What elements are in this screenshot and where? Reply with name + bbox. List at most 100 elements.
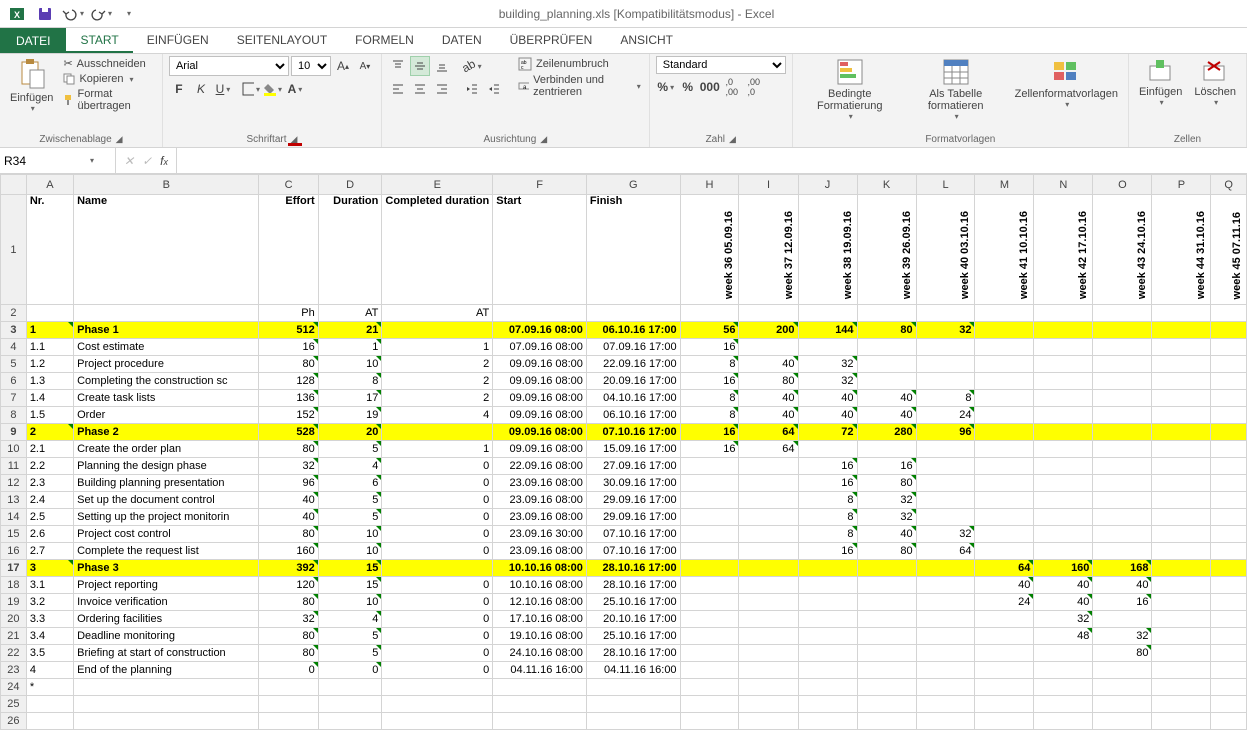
name-box-input[interactable] [4, 154, 84, 168]
col-header-D[interactable]: D [318, 175, 382, 195]
tab-formulas[interactable]: FORMELN [341, 28, 428, 53]
col-header-Q[interactable]: Q [1211, 175, 1247, 195]
row-header-14[interactable]: 14 [1, 509, 27, 526]
row-header-24[interactable]: 24 [1, 679, 27, 696]
worksheet-grid[interactable]: ABCDEFGHIJKLMNOPQ1Nr.NameEffortDurationC… [0, 174, 1247, 750]
excel-icon[interactable]: X [6, 3, 28, 25]
table-row[interactable]: 71.4Create task lists13617209.09.16 08:0… [1, 390, 1247, 407]
undo-icon[interactable]: ▾ [62, 3, 84, 25]
col-header-G[interactable]: G [586, 175, 680, 195]
table-row[interactable]: 31Phase 15122107.09.16 08:0006.10.16 17:… [1, 322, 1247, 339]
copy-button[interactable]: Kopieren▾ [61, 72, 156, 86]
col-header-J[interactable]: J [798, 175, 857, 195]
select-all-corner[interactable] [1, 175, 27, 195]
row-header-21[interactable]: 21 [1, 628, 27, 645]
row-header-25[interactable]: 25 [1, 696, 27, 713]
fill-color-button[interactable]: ▾ [263, 79, 283, 99]
col-header-H[interactable]: H [680, 175, 739, 195]
row-header-18[interactable]: 18 [1, 577, 27, 594]
table-row[interactable]: 81.5Order15219409.09.16 08:0006.10.16 17… [1, 407, 1247, 424]
col-header-I[interactable]: I [739, 175, 798, 195]
accept-formula-icon[interactable]: ✓ [142, 154, 152, 168]
table-row[interactable]: 25 [1, 696, 1247, 713]
table-row[interactable]: 223.5Briefing at start of construction80… [1, 645, 1247, 662]
underline-button[interactable]: U▾ [213, 79, 233, 99]
row-header-16[interactable]: 16 [1, 543, 27, 560]
row-header-1[interactable]: 1 [1, 195, 27, 305]
table-row[interactable]: 213.4Deadline monitoring805019.10.16 08:… [1, 628, 1247, 645]
increase-font-icon[interactable]: A▴ [333, 56, 353, 76]
cell-styles-button[interactable]: Zellenformatvorlagen▾ [1011, 56, 1122, 111]
col-header-A[interactable]: A [26, 175, 73, 195]
increase-indent-icon[interactable] [484, 79, 504, 99]
table-row[interactable]: 234End of the planning00004.11.16 16:000… [1, 662, 1247, 679]
tab-insert[interactable]: EINFÜGEN [133, 28, 223, 53]
row-header-22[interactable]: 22 [1, 645, 27, 662]
row-header-12[interactable]: 12 [1, 475, 27, 492]
insert-cells-button[interactable]: Einfügen▾ [1135, 56, 1186, 109]
row-header-11[interactable]: 11 [1, 458, 27, 475]
row-header-15[interactable]: 15 [1, 526, 27, 543]
col-header-K[interactable]: K [857, 175, 916, 195]
col-header-M[interactable]: M [975, 175, 1034, 195]
number-launcher[interactable]: ◢ [729, 134, 736, 145]
row-header-4[interactable]: 4 [1, 339, 27, 356]
row-header-6[interactable]: 6 [1, 373, 27, 390]
align-left-icon[interactable] [388, 79, 408, 99]
row-header-2[interactable]: 2 [1, 305, 27, 322]
row-header-19[interactable]: 19 [1, 594, 27, 611]
border-button[interactable]: ▾ [241, 79, 261, 99]
col-header-P[interactable]: P [1152, 175, 1211, 195]
align-middle-icon[interactable] [410, 56, 430, 76]
table-row[interactable]: 132.4Set up the document control405023.0… [1, 492, 1247, 509]
decrease-decimal-icon[interactable]: ,00,0 [744, 77, 764, 97]
table-row[interactable]: 203.3Ordering facilities324017.10.16 08:… [1, 611, 1247, 628]
cancel-formula-icon[interactable]: ✕ [124, 154, 134, 168]
tab-review[interactable]: ÜBERPRÜFEN [496, 28, 607, 53]
save-icon[interactable] [34, 3, 56, 25]
align-center-icon[interactable] [410, 79, 430, 99]
name-box[interactable]: ▾ [0, 148, 116, 173]
table-row[interactable]: 173Phase 33921510.10.16 08:0028.10.16 17… [1, 560, 1247, 577]
number-format-select[interactable]: Standard [656, 56, 786, 74]
col-header-L[interactable]: L [916, 175, 975, 195]
row-header-17[interactable]: 17 [1, 560, 27, 577]
table-row[interactable]: 152.6Project cost control8010023.09.16 3… [1, 526, 1247, 543]
table-row[interactable]: 122.3Building planning presentation96602… [1, 475, 1247, 492]
col-header-F[interactable]: F [493, 175, 587, 195]
table-row[interactable]: 142.5Setting up the project monitorin405… [1, 509, 1247, 526]
italic-button[interactable]: K [191, 79, 211, 99]
table-row[interactable]: 102.1Create the order plan805109.09.16 0… [1, 441, 1247, 458]
row-header-20[interactable]: 20 [1, 611, 27, 628]
fx-icon[interactable]: fx [160, 154, 168, 168]
row-header-7[interactable]: 7 [1, 390, 27, 407]
table-row[interactable]: 51.2Project procedure8010209.09.16 08:00… [1, 356, 1247, 373]
table-row[interactable]: 61.3Completing the construction sc128820… [1, 373, 1247, 390]
table-row[interactable]: 183.1Project reporting12015010.10.16 08:… [1, 577, 1247, 594]
table-row[interactable]: 24* [1, 679, 1247, 696]
decrease-indent-icon[interactable] [462, 79, 482, 99]
col-header-O[interactable]: O [1093, 175, 1152, 195]
row-header-23[interactable]: 23 [1, 662, 27, 679]
tab-data[interactable]: DATEN [428, 28, 496, 53]
alignment-launcher[interactable]: ◢ [540, 134, 547, 145]
table-row[interactable]: 92Phase 25282009.09.16 08:0007.10.16 17:… [1, 424, 1247, 441]
percent-icon[interactable]: % [678, 77, 698, 97]
delete-cells-button[interactable]: Löschen▾ [1190, 56, 1240, 109]
conditional-formatting-button[interactable]: Bedingte Formatierung▾ [799, 56, 901, 123]
row-header-10[interactable]: 10 [1, 441, 27, 458]
table-row[interactable]: 193.2Invoice verification8010012.10.16 0… [1, 594, 1247, 611]
table-row[interactable]: 26 [1, 713, 1247, 730]
row-header-8[interactable]: 8 [1, 407, 27, 424]
cut-button[interactable]: ✂Ausschneiden [61, 56, 156, 71]
col-header-E[interactable]: E [382, 175, 493, 195]
paste-button[interactable]: Einfügen ▾ [6, 56, 57, 115]
table-row[interactable]: 41.1Cost estimate161107.09.16 08:0007.09… [1, 339, 1247, 356]
tab-start[interactable]: START [66, 28, 132, 53]
row-header-9[interactable]: 9 [1, 424, 27, 441]
qat-customize-icon[interactable]: ▾ [118, 3, 140, 25]
format-as-table-button[interactable]: Als Tabelle formatieren▾ [905, 56, 1007, 123]
decrease-font-icon[interactable]: A▾ [355, 56, 375, 76]
align-top-icon[interactable] [388, 56, 408, 76]
font-name-select[interactable]: Arial [169, 56, 289, 76]
